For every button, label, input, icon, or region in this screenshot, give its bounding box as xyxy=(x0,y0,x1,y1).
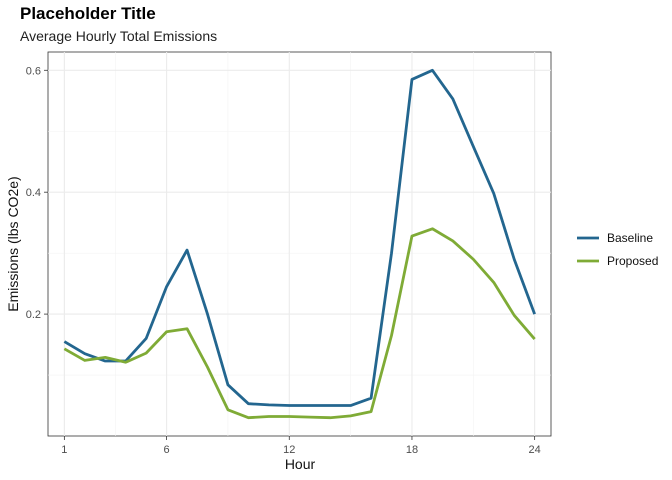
y-axis-ticks: 0.2 0.4 0.6 xyxy=(26,65,48,321)
x-axis-title: Hour xyxy=(285,456,316,472)
legend: Baseline Proposed xyxy=(577,231,658,268)
x-tick-label: 1 xyxy=(61,444,67,456)
legend-label-proposed: Proposed xyxy=(607,254,658,268)
y-tick-label: 0.4 xyxy=(26,187,41,199)
y-tick-label: 0.6 xyxy=(26,65,41,77)
series-line-baseline xyxy=(63,68,536,407)
x-tick-label: 12 xyxy=(283,444,295,456)
legend-label-baseline: Baseline xyxy=(607,231,653,245)
minor-gridlines xyxy=(48,52,551,436)
chart-title: Placeholder Title xyxy=(20,4,156,23)
chart-subtitle: Average Hourly Total Emissions xyxy=(20,28,218,44)
series-line-proposed xyxy=(63,227,536,420)
plot-panel xyxy=(47,51,552,437)
x-tick-label: 24 xyxy=(529,444,541,456)
series-lines xyxy=(63,68,536,420)
y-axis-title: Emissions (lbs CO2e) xyxy=(5,176,21,311)
x-tick-label: 18 xyxy=(406,444,418,456)
x-tick-label: 6 xyxy=(164,444,170,456)
x-axis-ticks: 1 6 12 18 24 xyxy=(61,436,541,456)
y-tick-label: 0.2 xyxy=(26,309,41,321)
major-gridlines xyxy=(48,52,551,436)
